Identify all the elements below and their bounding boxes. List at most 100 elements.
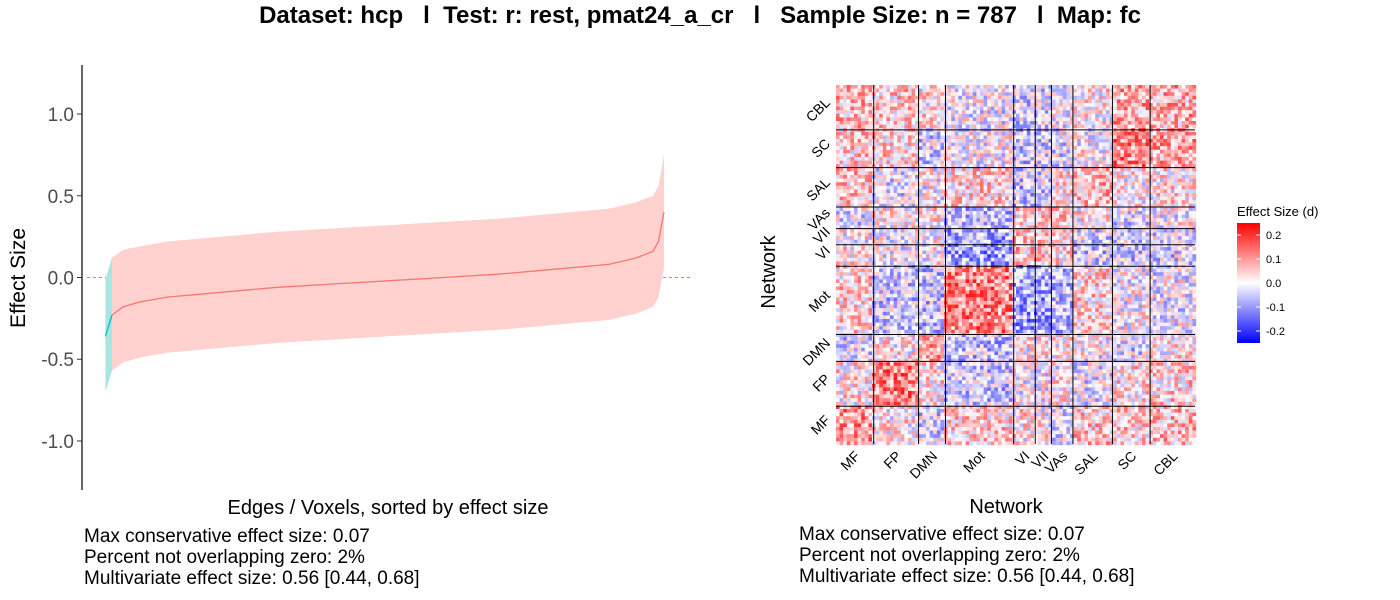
heatmap-cell bbox=[929, 214, 934, 219]
heatmap-cell bbox=[1131, 214, 1135, 219]
heatmap-cell bbox=[1160, 160, 1164, 165]
heatmap-cell bbox=[904, 221, 909, 226]
heatmap-cell bbox=[1005, 193, 1009, 197]
heatmap-cell bbox=[854, 160, 858, 165]
heatmap-cell bbox=[1192, 153, 1197, 158]
heatmap-cell bbox=[1059, 261, 1063, 266]
heatmap-cell bbox=[846, 243, 851, 248]
heatmap-cell bbox=[861, 167, 865, 172]
heatmap-cell bbox=[1037, 117, 1042, 122]
heatmap-cell bbox=[994, 175, 999, 179]
heatmap-cell bbox=[958, 167, 963, 172]
heatmap-cell bbox=[1070, 254, 1074, 258]
heatmap-cell bbox=[1026, 189, 1031, 194]
heatmap-cell bbox=[1113, 139, 1117, 143]
heatmap-cell bbox=[962, 247, 966, 251]
heatmap-cell bbox=[886, 164, 891, 168]
heatmap-cell bbox=[922, 189, 927, 194]
heatmap-cell bbox=[868, 139, 873, 143]
heatmap-cell bbox=[951, 88, 955, 93]
heatmap-cell bbox=[890, 225, 894, 230]
heatmap-cell bbox=[879, 185, 883, 190]
heatmap-cell bbox=[904, 250, 909, 255]
heatmap-cell bbox=[857, 257, 862, 262]
heatmap-cell bbox=[951, 149, 955, 154]
heatmap-cell bbox=[1113, 218, 1117, 222]
heatmap-cell bbox=[1160, 236, 1164, 240]
heatmap-cell bbox=[1016, 131, 1020, 136]
heatmap-cell bbox=[1055, 185, 1060, 190]
heatmap-cell bbox=[1188, 160, 1193, 165]
heatmap-cell bbox=[1188, 103, 1193, 107]
heatmap-cell bbox=[890, 135, 894, 140]
heatmap-cell bbox=[886, 146, 891, 150]
heatmap-cell bbox=[1145, 193, 1150, 197]
heatmap-cell bbox=[1120, 88, 1125, 93]
heatmap-cell bbox=[1102, 189, 1107, 194]
heatmap-cell bbox=[1170, 211, 1175, 215]
heatmap-cell bbox=[1052, 236, 1056, 240]
heatmap-cell bbox=[933, 250, 937, 255]
heatmap-cell bbox=[886, 99, 891, 104]
heatmap-cell bbox=[1073, 139, 1078, 143]
heatmap-cell bbox=[1001, 196, 1006, 201]
heatmap-cell bbox=[915, 254, 919, 258]
heatmap-cell bbox=[972, 103, 977, 107]
heatmap-cell bbox=[890, 232, 894, 237]
heatmap-cell bbox=[843, 225, 847, 230]
heatmap-cell bbox=[1120, 113, 1125, 118]
heatmap-cell bbox=[1052, 257, 1056, 262]
heatmap-cell bbox=[1073, 196, 1078, 201]
heatmap-cell bbox=[897, 117, 901, 122]
heatmap-cell bbox=[1080, 110, 1085, 114]
heatmap-cell bbox=[1073, 257, 1078, 262]
heatmap-cell bbox=[1066, 146, 1071, 150]
heatmap-cell bbox=[954, 149, 959, 154]
heatmap-cell bbox=[1084, 236, 1089, 240]
heatmap-cell bbox=[1077, 153, 1081, 158]
heatmap-cell bbox=[1134, 110, 1139, 114]
heatmap-cell bbox=[1127, 207, 1132, 212]
heatmap-cell bbox=[875, 196, 880, 201]
heatmap-cell bbox=[1178, 157, 1182, 161]
heatmap-cell bbox=[1030, 196, 1035, 201]
heatmap-cell bbox=[926, 99, 930, 104]
heatmap-cell bbox=[1124, 189, 1128, 194]
heatmap-cell bbox=[940, 110, 945, 114]
heatmap-cell bbox=[1037, 139, 1042, 143]
heatmap-cell bbox=[990, 135, 995, 140]
heatmap-cell bbox=[846, 171, 851, 176]
heatmap-cell bbox=[990, 146, 995, 150]
heatmap-cell bbox=[1059, 232, 1063, 237]
heatmap-cell bbox=[933, 153, 937, 158]
heatmap-cell bbox=[854, 153, 858, 158]
heatmap-cell bbox=[958, 250, 963, 255]
heatmap-cell bbox=[1012, 178, 1017, 183]
heatmap-cell bbox=[861, 146, 865, 150]
heatmap-cell bbox=[1160, 254, 1164, 258]
heatmap-cell bbox=[1077, 218, 1081, 222]
heatmap-cell bbox=[864, 121, 869, 125]
heatmap-cell bbox=[886, 203, 891, 208]
heatmap-cell bbox=[1095, 160, 1099, 165]
heatmap-cell bbox=[1095, 243, 1099, 248]
heatmap-cell bbox=[976, 146, 981, 150]
heatmap-cell bbox=[911, 149, 916, 154]
heatmap-cell bbox=[1167, 106, 1171, 111]
heatmap-cell bbox=[854, 146, 858, 150]
heatmap-cell bbox=[875, 193, 880, 197]
heatmap-cell bbox=[980, 218, 984, 222]
heatmap-cell bbox=[1012, 254, 1017, 258]
heatmap-cell bbox=[1059, 95, 1063, 100]
heatmap-cell bbox=[1066, 124, 1071, 129]
heatmap-cell bbox=[1098, 95, 1103, 100]
heatmap-cell bbox=[933, 211, 937, 215]
heatmap-cell bbox=[868, 142, 873, 147]
heatmap-cell bbox=[1156, 124, 1161, 129]
heatmap-cell bbox=[1174, 196, 1179, 201]
heatmap-cell bbox=[1106, 149, 1110, 154]
heatmap-cell bbox=[890, 153, 894, 158]
heatmap-cell bbox=[958, 92, 963, 96]
heatmap-cell bbox=[846, 149, 851, 154]
heatmap-cell bbox=[1034, 160, 1038, 165]
